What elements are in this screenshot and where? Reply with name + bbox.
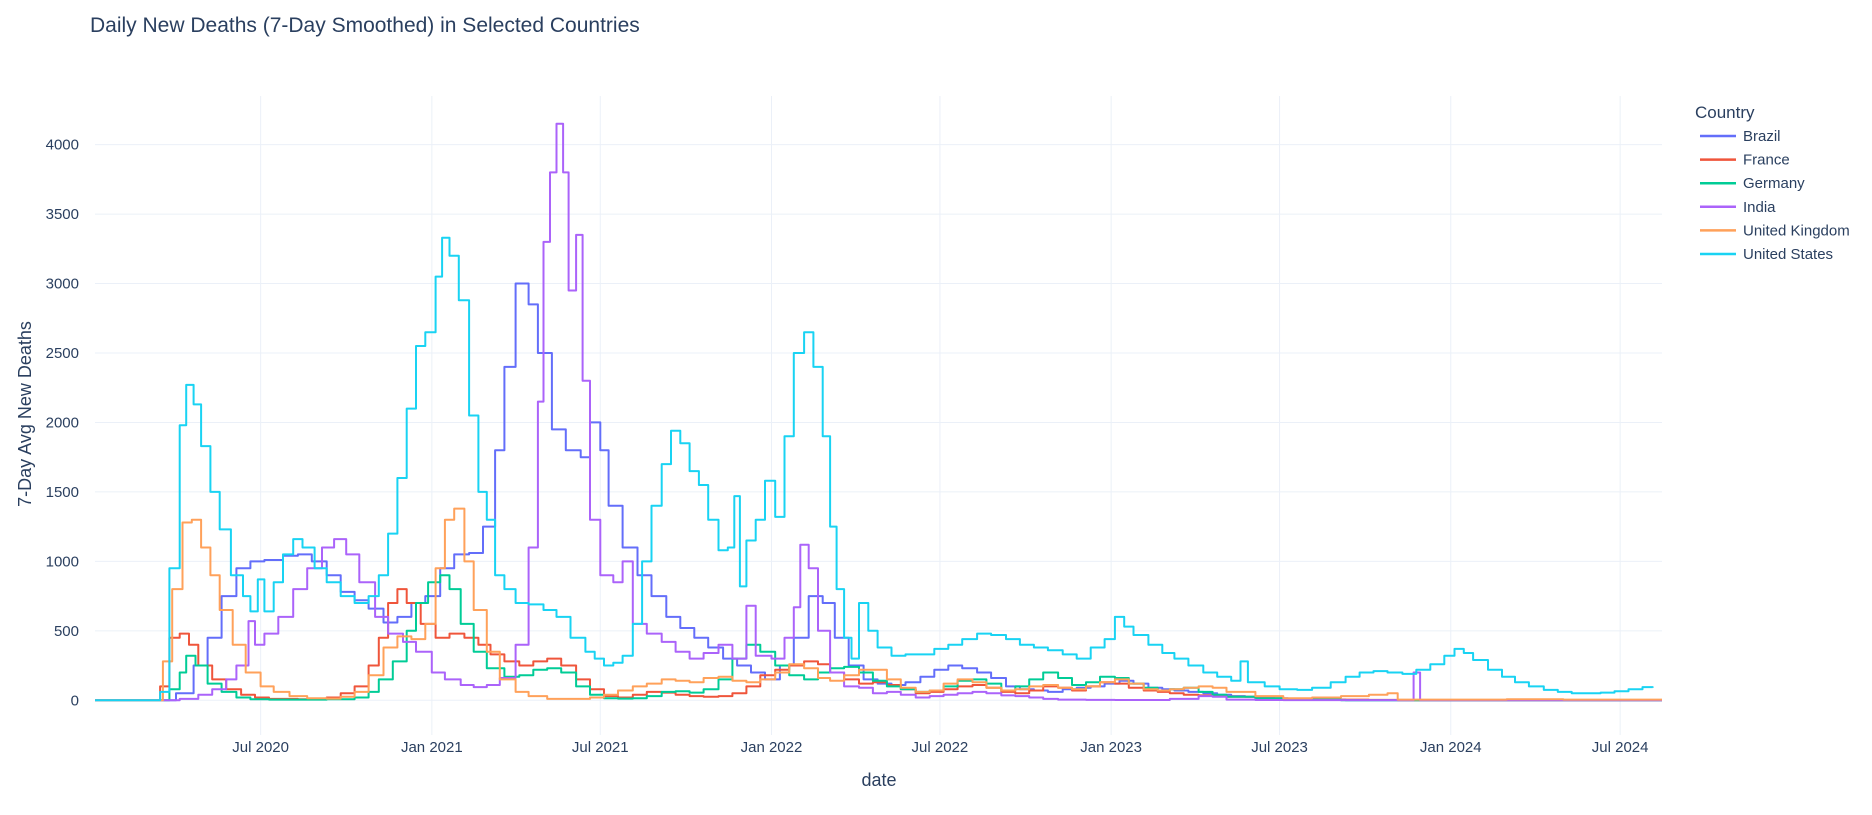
x-axis-title: date bbox=[861, 770, 896, 790]
x-tick-label: Jul 2024 bbox=[1592, 739, 1649, 756]
legend-item-united-kingdom[interactable]: United Kingdom bbox=[1743, 222, 1850, 239]
series-line-united-kingdom bbox=[95, 507, 1662, 702]
series-line-germany bbox=[95, 574, 1662, 702]
y-tick-labels: 0 500 1000 1500 2000 2500 3000 3500 4000 bbox=[46, 137, 79, 710]
x-tick-label: Jan 2023 bbox=[1080, 739, 1142, 756]
y-tick-label: 3500 bbox=[46, 206, 79, 223]
legend-item-brazil[interactable]: Brazil bbox=[1743, 128, 1781, 145]
x-tick-label: Jan 2024 bbox=[1420, 739, 1482, 756]
legend-item-united-states[interactable]: United States bbox=[1743, 246, 1833, 263]
series-line-india bbox=[95, 122, 1662, 702]
y-tick-label: 500 bbox=[54, 623, 79, 640]
series-line-united-states bbox=[95, 236, 1654, 702]
x-tick-label: Jul 2023 bbox=[1251, 739, 1308, 756]
series-layer bbox=[95, 122, 1662, 702]
grid-layer bbox=[95, 96, 1662, 735]
legend-item-germany[interactable]: Germany bbox=[1743, 175, 1805, 192]
x-tick-label: Jan 2022 bbox=[741, 739, 803, 756]
chart-title: Daily New Deaths (7-Day Smoothed) in Sel… bbox=[90, 14, 640, 37]
y-tick-label: 2000 bbox=[46, 414, 79, 431]
x-tick-labels: Jul 2020 Jan 2021 Jul 2021 Jan 2022 Jul 2022… bbox=[232, 739, 1648, 756]
x-tick-label: Jul 2020 bbox=[232, 739, 289, 756]
y-tick-label: 0 bbox=[71, 692, 79, 709]
y-tick-label: 2500 bbox=[46, 345, 79, 362]
legend-title: Country bbox=[1695, 103, 1755, 122]
legend: Country Brazil France Germany India United K… bbox=[1695, 103, 1850, 263]
x-tick-label: Jan 2021 bbox=[401, 739, 463, 756]
x-tick-label: Jul 2022 bbox=[912, 739, 969, 756]
series-line-france bbox=[95, 588, 1662, 702]
x-tick-label: Jul 2021 bbox=[572, 739, 629, 756]
y-tick-label: 4000 bbox=[46, 137, 79, 154]
legend-item-france[interactable]: France bbox=[1743, 152, 1790, 169]
y-tick-label: 1500 bbox=[46, 484, 79, 501]
y-tick-label: 1000 bbox=[46, 553, 79, 570]
y-axis-title: 7-Day Avg New Deaths bbox=[15, 321, 35, 507]
legend-item-india[interactable]: India bbox=[1743, 199, 1776, 216]
y-tick-label: 3000 bbox=[46, 276, 79, 293]
